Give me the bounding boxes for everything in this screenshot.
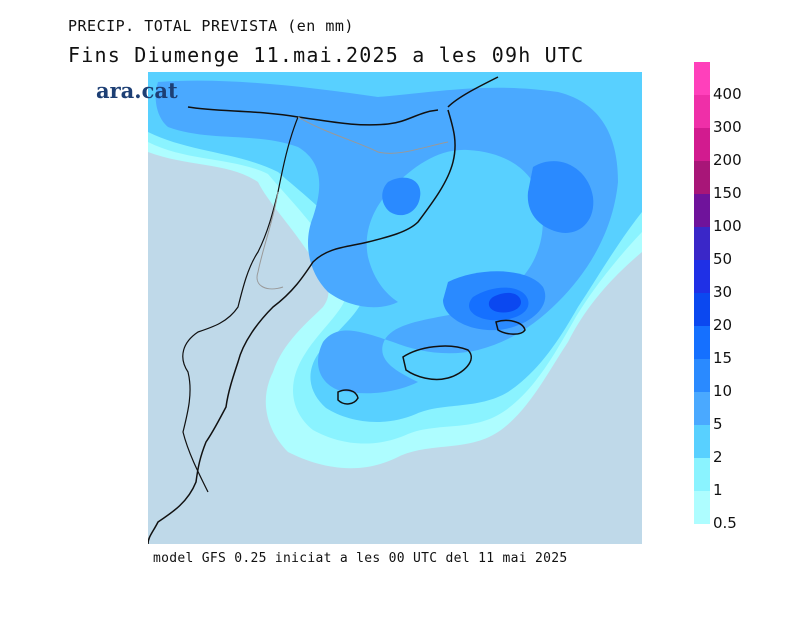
legend-label-300: 300 (713, 118, 742, 136)
legend-swatch-20 (694, 293, 710, 326)
legend-swatch-50 (694, 227, 710, 260)
legend-swatch-1 (694, 458, 710, 491)
legend-label-30: 30 (713, 283, 733, 301)
legend-label-15: 15 (713, 349, 733, 367)
legend-label-0.5: 0.5 (713, 514, 737, 532)
legend-swatch-150 (694, 161, 710, 194)
legend-label-200: 200 (713, 151, 742, 169)
legend-swatch-200 (694, 128, 710, 161)
precipitation-legend (694, 62, 710, 524)
precip-band-10-north (382, 177, 421, 216)
legend-swatch-400 (694, 62, 710, 95)
map-subtitle: Fins Diumenge 11.mai.2025 a les 09h UTC (68, 43, 585, 67)
legend-label-50: 50 (713, 250, 733, 268)
legend-label-5: 5 (713, 415, 723, 433)
legend-swatch-2 (694, 425, 710, 458)
menorca (495, 319, 526, 335)
legend-swatch-300 (694, 95, 710, 128)
legend-swatch-5 (694, 392, 710, 425)
coastline (148, 76, 499, 544)
legend-label-150: 150 (713, 184, 742, 202)
legend-swatch-100 (694, 194, 710, 227)
legend-swatch-0.5 (694, 491, 710, 524)
legend-label-100: 100 (713, 217, 742, 235)
precipitation-map (148, 72, 642, 544)
ara-cat-logo: ara.cat (96, 78, 178, 103)
precip-band-20 (488, 292, 521, 313)
model-footer: model GFS 0.25 iniciat a les 00 UTC del … (153, 551, 568, 566)
precip-band-10-east (527, 161, 594, 233)
ibiza (337, 389, 359, 405)
legend-swatch-10 (694, 359, 710, 392)
legend-swatch-15 (694, 326, 710, 359)
legend-swatch-30 (694, 260, 710, 293)
legend-label-2: 2 (713, 448, 723, 466)
map-title: PRECIP. TOTAL PREVISTA (en mm) (68, 17, 354, 35)
legend-label-20: 20 (713, 316, 733, 334)
legend-label-1: 1 (713, 481, 723, 499)
france-border (187, 106, 439, 126)
provincial-border (256, 116, 449, 290)
mallorca (402, 345, 472, 381)
legend-label-400: 400 (713, 85, 742, 103)
legend-label-10: 10 (713, 382, 733, 400)
